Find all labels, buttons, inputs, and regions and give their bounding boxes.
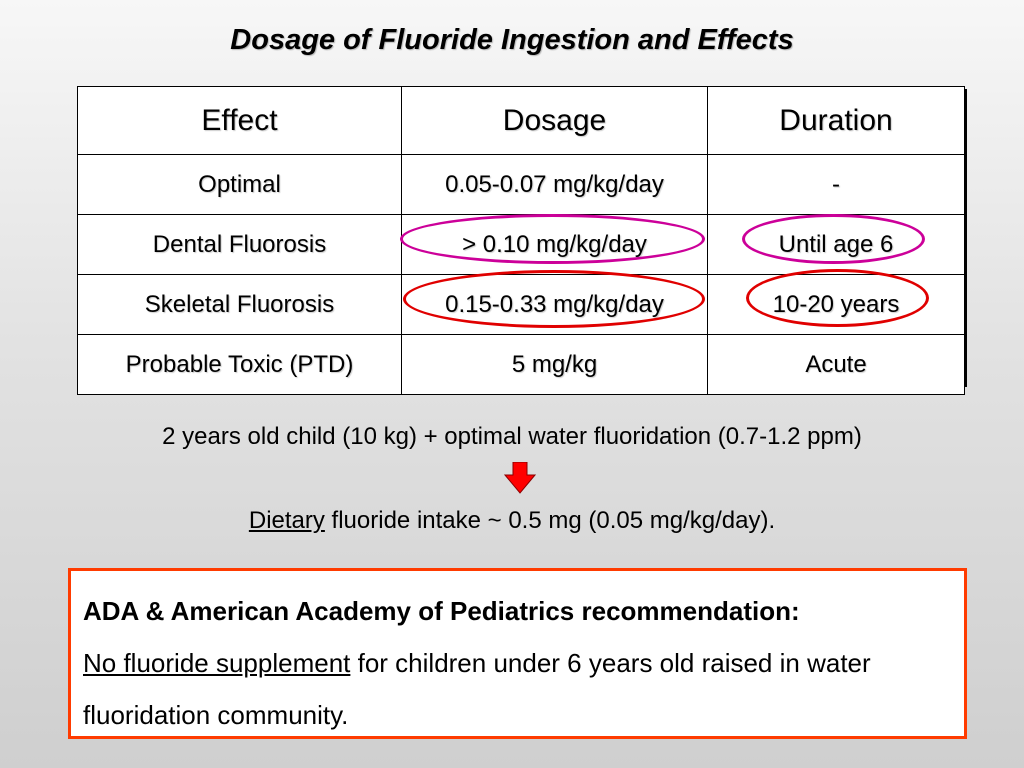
recommendation-body: No fluoride supplement for children unde…: [83, 637, 952, 741]
cell-effect: Probable Toxic (PTD): [77, 334, 402, 395]
no-supplement-label: No fluoride supplement: [83, 648, 351, 678]
cell-effect: Skeletal Fluorosis: [77, 274, 402, 335]
cell-effect: Dental Fluorosis: [77, 214, 402, 275]
table-header-row: Effect Dosage Duration: [77, 86, 965, 155]
cell-dosage: 5 mg/kg: [401, 334, 708, 395]
column-header-dosage: Dosage: [401, 86, 708, 155]
dietary-label: Dietary: [248, 507, 325, 534]
cell-duration: -: [707, 154, 965, 215]
column-header-effect: Effect: [77, 86, 402, 155]
table-row: Optimal 0.05-0.07 mg/kg/day -: [77, 154, 965, 215]
red-highlight-duration-ellipse: [746, 269, 929, 327]
recommendation-box: ADA & American Academy of Pediatrics rec…: [68, 568, 967, 739]
recommendation-heading: ADA & American Academy of Pediatrics rec…: [83, 596, 800, 626]
column-header-duration: Duration: [707, 86, 965, 155]
down-arrow-icon: [504, 462, 536, 494]
result-text: fluoride intake ~ 0.5 mg (0.05 mg/kg/day…: [324, 507, 776, 534]
cell-duration: Acute: [707, 334, 965, 395]
cell-dosage: 0.05-0.07 mg/kg/day: [401, 154, 708, 215]
slide-title: Dosage of Fluoride Ingestion and Effects: [230, 24, 794, 56]
red-highlight-dosage-ellipse: [403, 270, 705, 328]
table-row: Probable Toxic (PTD) 5 mg/kg Acute: [77, 334, 965, 395]
cell-effect: Optimal: [77, 154, 402, 215]
example-line: 2 years old child (10 kg) + optimal wate…: [162, 423, 862, 450]
magenta-highlight-dosage-ellipse: [400, 214, 705, 264]
magenta-highlight-duration-ellipse: [742, 214, 925, 264]
result-line: Dietary fluoride intake ~ 0.5 mg (0.05 m…: [0, 507, 1024, 535]
recommendation-text: for children under 6 years old raised in…: [83, 648, 871, 730]
